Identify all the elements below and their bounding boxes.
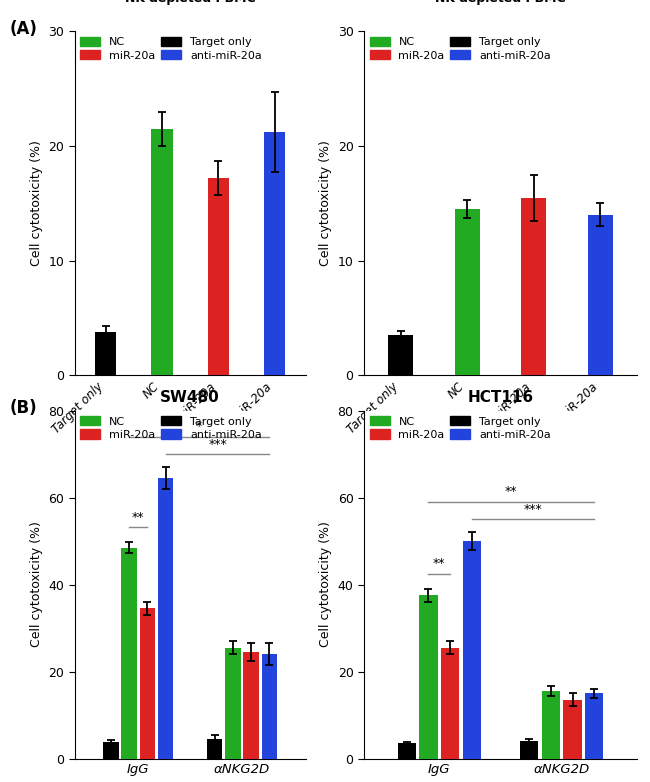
Bar [225, 647, 240, 759]
Text: ***: *** [523, 503, 542, 516]
Text: **: ** [132, 511, 144, 524]
Bar [151, 129, 173, 375]
Bar [207, 178, 229, 375]
Bar [398, 744, 416, 759]
Legend: NC, miR-20a, Target only, anti-miR-20a: NC, miR-20a, Target only, anti-miR-20a [365, 411, 555, 444]
Bar [262, 654, 277, 759]
Text: **: ** [505, 486, 517, 498]
Y-axis label: Cell cytotoxicity (%): Cell cytotoxicity (%) [30, 522, 43, 647]
Text: ***: *** [208, 438, 227, 450]
Legend: NC, miR-20a, Target only, anti-miR-20a: NC, miR-20a, Target only, anti-miR-20a [76, 32, 266, 65]
Bar [588, 215, 613, 375]
Bar [419, 595, 437, 759]
Bar [463, 541, 481, 759]
Title: HCT116: HCT116 [467, 390, 534, 405]
Text: (A): (A) [10, 20, 38, 38]
Legend: NC, miR-20a, Target only, anti-miR-20a: NC, miR-20a, Target only, anti-miR-20a [76, 411, 266, 444]
Bar [585, 694, 603, 759]
Bar [264, 132, 285, 375]
Bar [454, 209, 480, 375]
Bar [140, 608, 155, 759]
Bar [521, 198, 547, 375]
Bar [207, 739, 222, 759]
Y-axis label: Cell cytotoxicity (%): Cell cytotoxicity (%) [319, 522, 332, 647]
Bar [564, 700, 582, 759]
Text: NK-depleted PBMC: NK-depleted PBMC [436, 0, 566, 5]
Title: SW480: SW480 [161, 390, 220, 405]
Text: *: * [196, 420, 202, 433]
Bar [243, 652, 259, 759]
Y-axis label: Cell cytotoxicity (%): Cell cytotoxicity (%) [30, 141, 43, 266]
Bar [388, 335, 413, 375]
Legend: NC, miR-20a, Target only, anti-miR-20a: NC, miR-20a, Target only, anti-miR-20a [365, 32, 555, 65]
Text: (B): (B) [10, 399, 38, 417]
Bar [122, 547, 137, 759]
Text: **: ** [433, 558, 445, 570]
Bar [542, 691, 560, 759]
Bar [441, 647, 459, 759]
Bar [103, 742, 118, 759]
Bar [520, 741, 538, 759]
Y-axis label: Cell cytotoxicity (%): Cell cytotoxicity (%) [319, 141, 332, 266]
Bar [95, 332, 116, 375]
Bar [158, 478, 174, 759]
Text: NK-depleted PBMC: NK-depleted PBMC [125, 0, 255, 5]
